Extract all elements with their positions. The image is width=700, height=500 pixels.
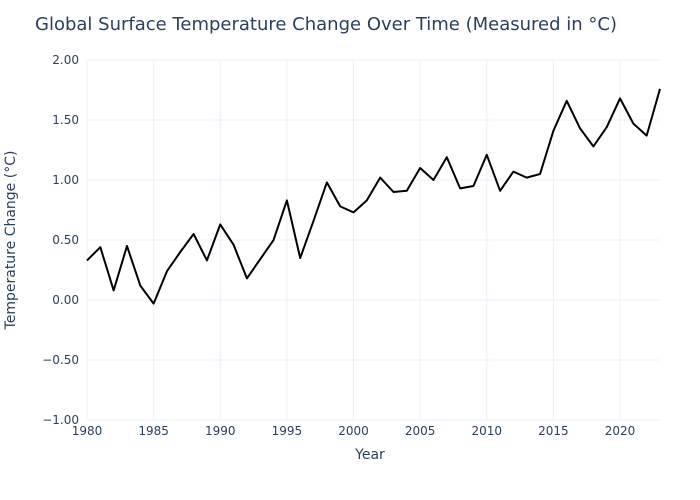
temperature-series-line: [86, 88, 661, 305]
x-tick-label: 1995: [272, 424, 303, 438]
x-tick-label: 2005: [405, 424, 436, 438]
y-tick-label: 1.50: [52, 113, 79, 127]
chart-title: Global Surface Temperature Change Over T…: [35, 14, 617, 35]
series-group: [86, 88, 661, 305]
x-axis-title: Year: [354, 447, 385, 463]
y-tick-label: 1.00: [52, 173, 79, 187]
y-tick-labels: −1.00 −0.50 0.00 0.50 1.00 1.50 2.00: [42, 53, 79, 427]
y-tick-label: 0.00: [52, 293, 79, 307]
x-tick-label: 2000: [338, 424, 369, 438]
x-tick-label: 1985: [138, 424, 169, 438]
y-tick-label: 0.50: [52, 233, 79, 247]
y-tick-label: −0.50: [42, 353, 79, 367]
x-tick-label: 2010: [471, 424, 502, 438]
x-tick-label: 1980: [72, 424, 103, 438]
y-tick-label: −1.00: [42, 413, 79, 427]
x-tick-label: 2015: [538, 424, 569, 438]
y-axis-title: Temperature Change (°C): [3, 151, 19, 331]
x-tick-label: 2020: [605, 424, 636, 438]
y-tick-label: 2.00: [52, 53, 79, 67]
y-gridlines: [87, 59, 660, 421]
x-tick-labels: 1980 1985 1990 1995 2000 2005 2010 2015 2020: [72, 424, 636, 438]
x-tick-label: 1990: [205, 424, 236, 438]
